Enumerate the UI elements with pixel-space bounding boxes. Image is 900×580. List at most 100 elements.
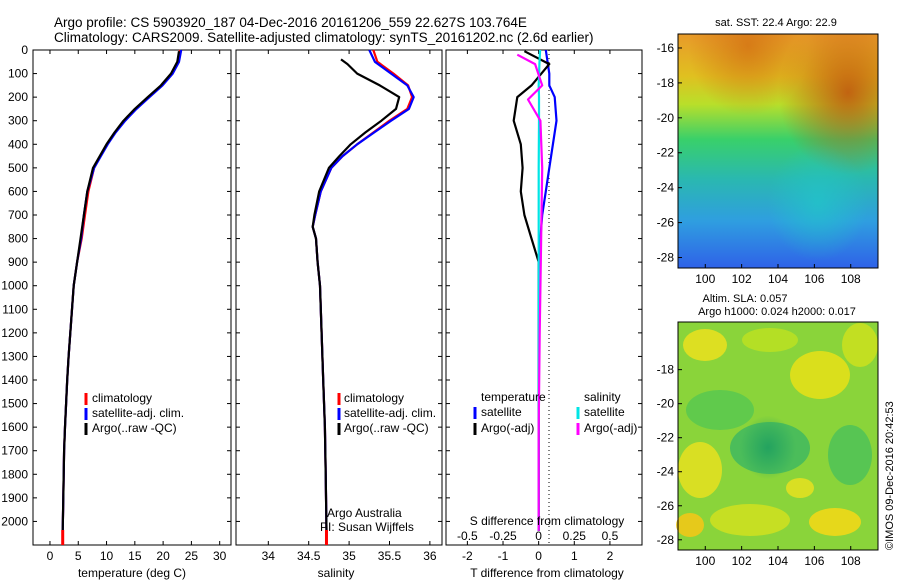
- legend-argo: Argo(..raw -QC): [92, 421, 177, 435]
- sla-map-title-1: Altim. SLA: 0.057: [703, 293, 788, 305]
- legend-title-salinity: salinity: [584, 390, 621, 404]
- t-difference-xlabel: T difference from climatology: [470, 566, 624, 580]
- series-line-argo-raw-qc-: [61, 51, 181, 531]
- sla-map-title-2: Argo h1000: 0.024 h2000: 0.017: [698, 306, 856, 318]
- temperature-legend: climatology satellite-adj. clim. Argo(..…: [84, 391, 184, 435]
- legend-temperature-argo: Argo(-adj): [481, 421, 534, 435]
- sst-latitude-axis: -16 -18 -20 -22 -24 -26 -28: [657, 41, 682, 265]
- lon-tick-label: 100: [695, 272, 715, 286]
- legend-argo: Argo(..raw -QC): [344, 421, 429, 435]
- x-tick-label: 15: [128, 549, 142, 563]
- s-tick-label: -0.25: [489, 529, 517, 543]
- series-line-temperature-argo-adj-: [512, 50, 551, 531]
- depth-tick-label: 1100: [2, 302, 28, 316]
- lon-tick-label: 100: [695, 554, 715, 568]
- salinity-panel: 34 34.5 35 35.5 36 salinity climatology sate…: [235, 49, 443, 580]
- depth-tick-label: 600: [8, 184, 28, 198]
- x-tick-label: 35.5: [378, 549, 402, 563]
- sst-map-title: sat. SST: 22.4 Argo: 22.9: [715, 17, 837, 29]
- lat-tick-label: -20: [657, 397, 675, 411]
- credit-argo-australia: Argo Australia: [327, 506, 402, 520]
- x-tick-label: 34: [262, 549, 276, 563]
- x-tick-label: 0: [535, 549, 542, 563]
- s-tick-label: -0.5: [457, 529, 478, 543]
- lat-tick-label: -26: [657, 216, 675, 230]
- t-difference-axis: -2 -1 0 1 2: [462, 50, 614, 563]
- lat-tick-label: -22: [657, 146, 675, 160]
- depth-tick-label: 1500: [1, 397, 28, 411]
- lon-tick-label: 102: [732, 272, 752, 286]
- lon-tick-label: 106: [804, 272, 824, 286]
- depth-tick-label: 0: [21, 43, 28, 57]
- s-tick-label: 0.25: [563, 529, 587, 543]
- legend-satellite-adj: satellite-adj. clim.: [92, 406, 184, 420]
- lat-tick-label: -28: [657, 533, 675, 547]
- header-line-2: Climatology: CARS2009. Satellite-adjuste…: [54, 30, 594, 45]
- lat-tick-label: -24: [657, 181, 675, 195]
- salinity-series: [311, 49, 415, 545]
- lon-tick-label: 104: [768, 272, 788, 286]
- legend-satellite-adj: satellite-adj. clim.: [344, 406, 436, 420]
- depth-tick-label: 800: [8, 232, 28, 246]
- sst-longitude-axis: 100 102 104 106 108: [695, 264, 861, 286]
- lat-tick-label: -26: [657, 499, 675, 513]
- depth-tick-label: 200: [8, 90, 28, 104]
- x-tick-label: 25: [185, 549, 199, 563]
- salinity-xlabel: salinity: [318, 566, 355, 580]
- x-tick-label: 0: [47, 549, 54, 563]
- lat-tick-label: -16: [657, 41, 675, 55]
- x-tick-label: 30: [213, 549, 227, 563]
- credit-pi: PI: Susan Wijffels: [320, 520, 414, 534]
- x-tick-label: 36: [423, 549, 437, 563]
- temperature-xlabel: temperature (deg C): [78, 566, 186, 580]
- s-difference-label: S difference from climatology: [470, 514, 625, 528]
- difference-series: [512, 49, 558, 531]
- x-tick-label: 5: [75, 549, 82, 563]
- depth-tick-label: 1900: [1, 491, 28, 505]
- lat-tick-label: -28: [657, 251, 675, 265]
- lon-tick-label: 108: [841, 554, 861, 568]
- x-tick-label: 35: [342, 549, 356, 563]
- sst-map-panel: sat. SST: 22.4 Argo: 22.9 100 102 104 106 10…: [657, 17, 879, 286]
- series-line-salinity-argo-adj-: [516, 53, 544, 531]
- x-tick-label: 2: [607, 549, 614, 563]
- x-tick-label: 10: [100, 549, 114, 563]
- legend-title-temperature: temperature: [481, 390, 546, 404]
- lon-tick-label: 108: [841, 272, 861, 286]
- legend-climatology: climatology: [344, 391, 404, 405]
- legend-temperature-satellite: satellite: [481, 405, 522, 419]
- lat-tick-label: -22: [657, 431, 675, 445]
- difference-legend: temperature salinity satellite Argo(-adj…: [473, 390, 637, 435]
- series-line-argo-raw-qc-: [311, 58, 401, 531]
- depth-tick-label: 2000: [1, 514, 28, 528]
- depth-axis: 0 100 200 300 400 500 600 700 800 900 1000 1100 1200…: [1, 43, 642, 528]
- s-difference-axis: -0.5 -0.25 0 0.25 0.5: [457, 529, 619, 543]
- depth-tick-label: 900: [8, 255, 28, 269]
- depth-tick-label: 700: [8, 208, 28, 222]
- sla-map-panel: Altim. SLA: 0.057 Argo h1000: 0.024 h200…: [657, 293, 879, 568]
- temperature-axis: 0 5 10 15 20 25 30: [47, 50, 227, 563]
- lon-tick-label: 104: [768, 554, 788, 568]
- temperature-panel: 0100200300400500600700800900100011001200…: [1, 43, 642, 580]
- s-tick-label: 0: [535, 529, 542, 543]
- x-tick-label: 1: [571, 549, 578, 563]
- x-tick-label: -2: [462, 549, 473, 563]
- salinity-axis: 34 34.5 35 35.5 36: [262, 50, 437, 563]
- legend-salinity-satellite: satellite: [584, 405, 625, 419]
- series-line-satellite-adj-clim-: [311, 49, 415, 531]
- lat-tick-label: -24: [657, 465, 675, 479]
- sla-longitude-axis: 100 102 104 106 108: [695, 546, 861, 568]
- depth-tick-label: 1700: [1, 444, 28, 458]
- depth-tick-label: 300: [8, 114, 28, 128]
- s-tick-label: 0.5: [602, 529, 619, 543]
- salinity-legend: climatology satellite-adj. clim. Argo(..…: [337, 391, 436, 435]
- x-tick-label: 20: [156, 549, 170, 563]
- depth-tick-label: 1200: [1, 326, 28, 340]
- sla-latitude-axis: -18 -20 -22 -24 -26 -28: [657, 363, 682, 547]
- difference-panel: -2 -1 0 1 2 -0.5 -0.25 0 0.25 0.5 T difference f…: [445, 49, 643, 580]
- temperature-series: [61, 49, 183, 545]
- lat-tick-label: -18: [657, 76, 675, 90]
- imos-credit: ©IMOS 09-Dec-2016 20:42:53: [884, 401, 896, 550]
- x-tick-label: 34.5: [297, 549, 321, 563]
